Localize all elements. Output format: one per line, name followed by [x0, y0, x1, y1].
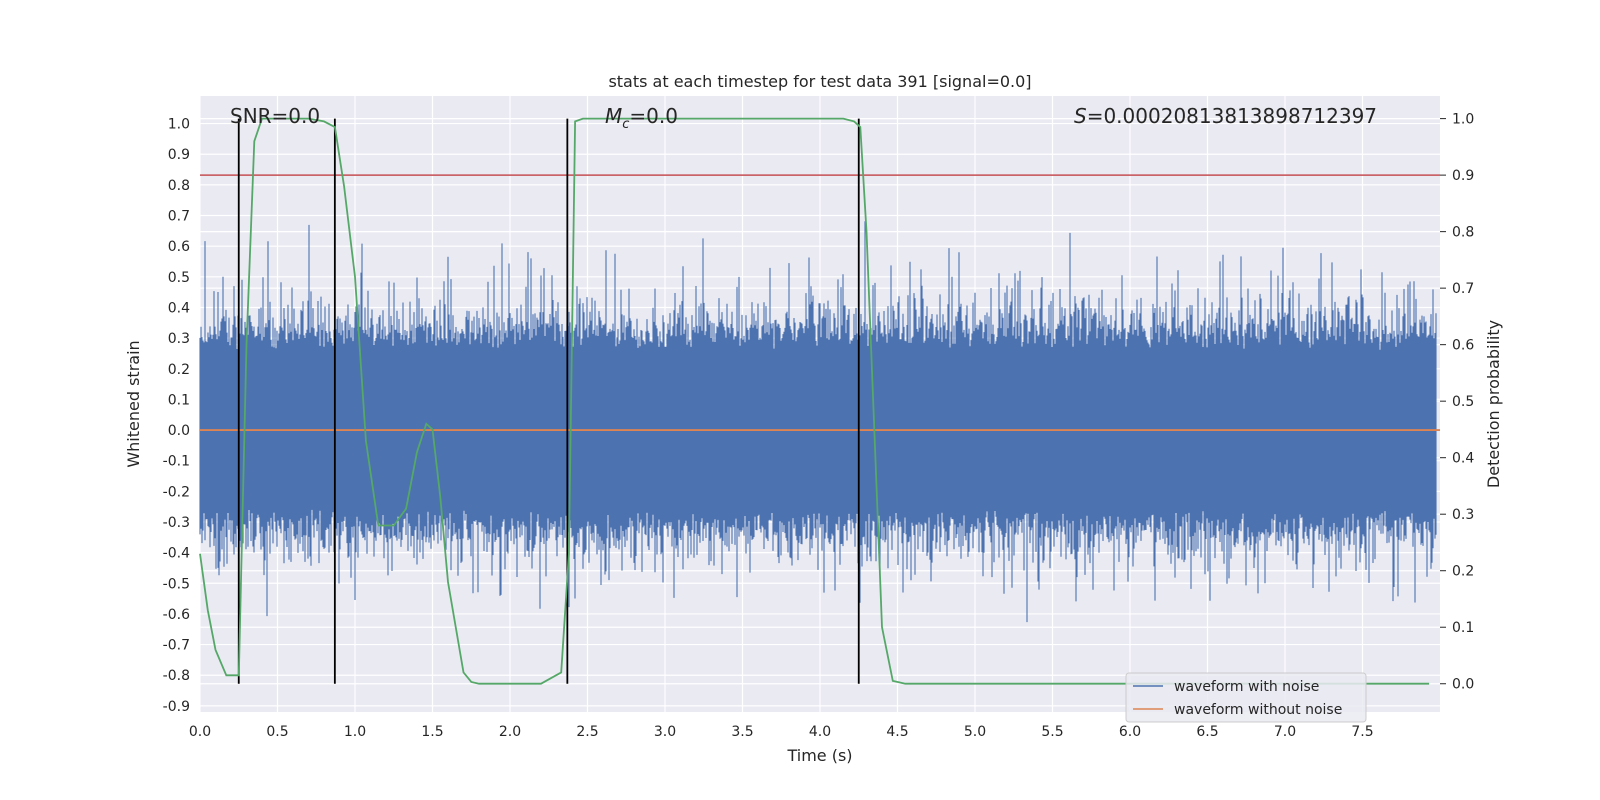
x-tick-label: 7.0 [1274, 724, 1296, 740]
y-tick-label-left: 0.0 [168, 423, 190, 439]
y-axis-label-right: Detection probability [1484, 320, 1503, 488]
y-tick-label-left: -0.3 [163, 515, 190, 531]
statistic-annotation: S=0.00020813813898712397 [1074, 104, 1377, 128]
statistic-symbol: S [1074, 104, 1087, 128]
legend-label-clean: waveform without noise [1174, 702, 1342, 718]
vertical-markers [237, 118, 860, 684]
x-tick-label: 0.5 [266, 724, 288, 740]
x-tick-label: 7.5 [1351, 724, 1373, 740]
x-tick-label: 3.5 [731, 724, 753, 740]
probability-series [199, 117, 1430, 685]
y-tick-label-right: 0.8 [1452, 225, 1474, 241]
x-tick-label: 4.0 [809, 724, 831, 740]
y-tick-label-right: 0.1 [1452, 620, 1474, 636]
probability-line [199, 117, 1430, 685]
y-tick-label-left: -0.9 [163, 699, 190, 715]
y-tick-label-left: -0.7 [163, 638, 190, 654]
y-tick-label-right: 0.0 [1452, 677, 1474, 693]
y-tick-label-left: 1.0 [168, 117, 190, 133]
y-tick-label-left: 0.5 [168, 270, 190, 286]
x-tick-label: 2.0 [499, 724, 521, 740]
y-tick-label-right: 0.9 [1452, 168, 1474, 184]
y-tick-label-left: -0.6 [163, 607, 190, 623]
x-tick-label: 1.0 [344, 724, 366, 740]
legend-box [1125, 672, 1367, 723]
x-tick-label: 6.0 [1119, 724, 1141, 740]
snr-annotation: SNR=0.0 [230, 104, 320, 128]
x-tick-label: 3.0 [654, 724, 676, 740]
y-tick-label-left: 0.8 [168, 178, 190, 194]
y-tick-label-left: -0.4 [163, 546, 190, 562]
y-tick-label-left: -0.1 [163, 454, 190, 470]
chart-title: stats at each timestep for test data 391… [608, 72, 1031, 91]
y-tick-label-left: -0.2 [163, 484, 190, 500]
x-axis-label: Time (s) [786, 746, 852, 765]
x-tick-label: 4.5 [886, 724, 908, 740]
chirp-mass-value: =0.0 [629, 104, 678, 128]
y-tick-label-right: 0.2 [1452, 564, 1474, 580]
chirp-mass-symbol: M [605, 104, 622, 128]
y-tick-label-right: 0.5 [1452, 394, 1474, 410]
chirp-mass-subscript: c [622, 117, 629, 132]
x-tick-label: 5.5 [1041, 724, 1063, 740]
x-tick-label: 0.0 [189, 724, 211, 740]
x-tick-label: 1.5 [421, 724, 443, 740]
y-tick-label-left: 0.1 [168, 392, 190, 408]
y-axis-label-left: Whitened strain [124, 340, 143, 467]
chirp-mass-annotation: Mc=0.0 [605, 104, 678, 132]
y-tick-label-right: 0.7 [1452, 281, 1474, 297]
y-tick-label-left: -0.8 [163, 668, 190, 684]
y-tick-label-left: 0.4 [168, 300, 190, 316]
legend-label-noise: waveform with noise [1174, 679, 1319, 695]
ticks: 0.0 0.5 1.0 1.5 2.0 2.5 3.0 3.5 4.0 4.5 5.0 5.5 6.0 6… [163, 112, 1475, 740]
x-tick-label: 5.0 [964, 724, 986, 740]
statistic-value: =0.00020813813898712397 [1087, 104, 1377, 128]
y-tick-label-left: 0.2 [168, 362, 190, 378]
y-tick-label-left: 0.9 [168, 147, 190, 163]
legend: waveform with noise waveform without noi… [1125, 672, 1367, 723]
y-tick-label-left: 0.3 [168, 331, 190, 347]
y-tick-label-right: 0.6 [1452, 338, 1474, 354]
y-tick-label-right: 1.0 [1452, 112, 1474, 128]
y-tick-label-right: 0.4 [1452, 451, 1474, 467]
y-tick-label-left: 0.6 [168, 239, 190, 255]
x-tick-label: 2.5 [576, 724, 598, 740]
y-tick-label-right: 0.3 [1452, 507, 1474, 523]
y-tick-label-left: 0.7 [168, 209, 190, 225]
y-tick-label-left: -0.5 [163, 576, 190, 592]
x-tick-label: 6.5 [1196, 724, 1218, 740]
